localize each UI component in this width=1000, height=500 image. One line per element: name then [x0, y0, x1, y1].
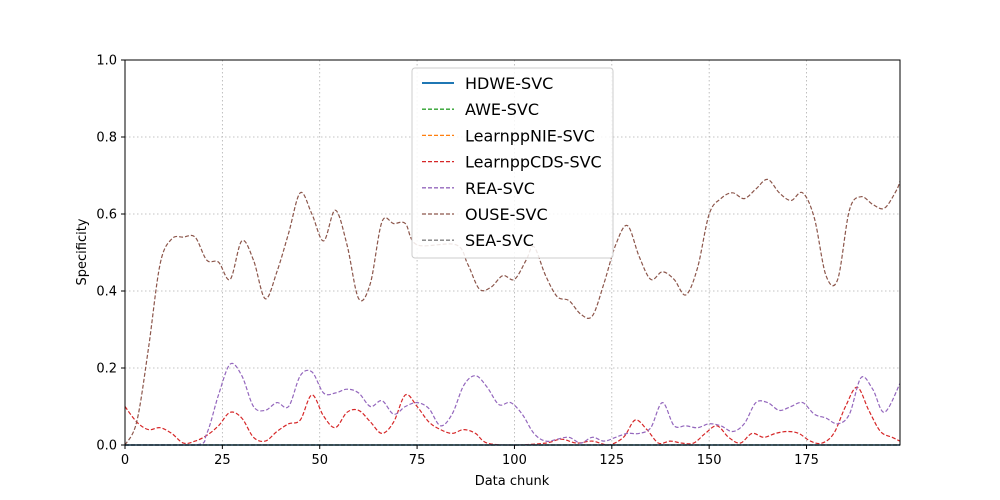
- x-tick-label: 175: [794, 453, 819, 468]
- x-tick-label: 25: [214, 453, 231, 468]
- x-tick-label: 0: [121, 453, 129, 468]
- y-tick-label: 0.4: [96, 285, 117, 300]
- x-tick-label: 75: [409, 453, 426, 468]
- series-line-learnppcds-svc: [124, 386, 901, 446]
- legend-label: HDWE-SVC: [465, 74, 553, 93]
- y-tick-label: 0.6: [96, 208, 117, 223]
- legend-label: LearnppCDS-SVC: [465, 153, 602, 172]
- legend: HDWE-SVC AWE-SVC LearnppNIE-SVC LearnppCDS-…: [411, 67, 614, 259]
- legend-label: REA-SVC: [465, 179, 535, 198]
- axis-ticks: 0 25 50 75 100 125 150 175 0.0 0.2 0.4 0.6 0.8 1.0: [96, 54, 819, 469]
- plot-frame: [124, 59, 901, 446]
- y-tick-label: 0.2: [96, 362, 117, 377]
- legend-label: SEA-SVC: [465, 231, 534, 250]
- legend-label: AWE-SVC: [465, 100, 539, 119]
- y-tick-label: 0.8: [96, 131, 117, 146]
- x-tick-label: 100: [502, 453, 527, 468]
- y-tick-label: 0.0: [96, 439, 117, 454]
- legend-label: LearnppNIE-SVC: [465, 126, 595, 145]
- x-axis-label: Data chunk: [475, 474, 550, 489]
- legend-box: [411, 67, 614, 259]
- y-tick-label: 1.0: [96, 54, 117, 69]
- series-line-rea-svc: [125, 362, 901, 446]
- x-tick-label: 125: [599, 453, 624, 468]
- y-axis-label: Specificity: [75, 218, 90, 285]
- x-tick-label: 50: [311, 453, 328, 468]
- x-tick-label: 150: [697, 453, 722, 468]
- legend-label: OUSE-SVC: [465, 205, 548, 224]
